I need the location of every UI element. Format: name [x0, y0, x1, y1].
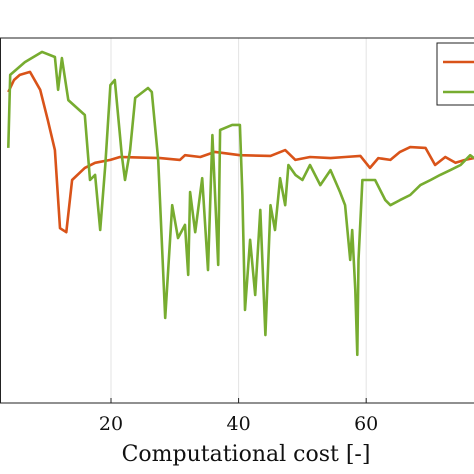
legend	[436, 42, 474, 106]
series-line	[7, 70, 474, 234]
x-axis-label: Computational cost [-]	[122, 442, 371, 467]
plot	[7, 50, 474, 357]
x-tick-label: 60	[354, 413, 378, 435]
x-tick-label: 40	[227, 413, 251, 435]
grid	[110, 38, 367, 403]
series-line	[7, 50, 474, 357]
x-tick-label: 20	[99, 413, 123, 435]
legend-box	[436, 42, 474, 106]
